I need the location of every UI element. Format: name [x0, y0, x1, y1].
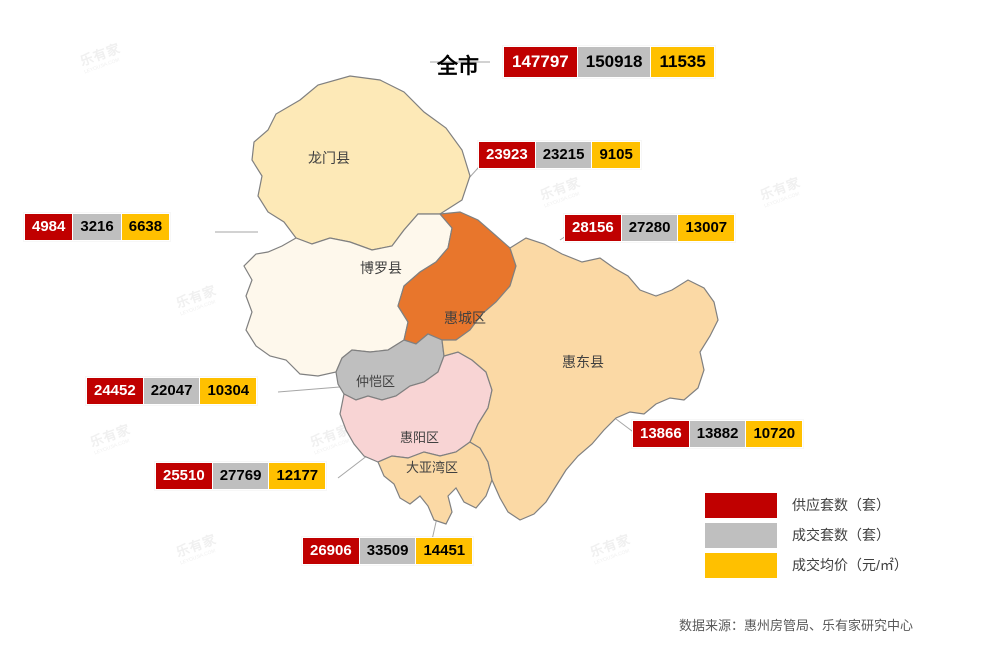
- deal-value: 27280: [621, 215, 679, 241]
- value-tag-zhongkai[interactable]: 24452 22047 10304: [86, 377, 258, 405]
- legend-label-price: 成交均价（元/㎡）: [792, 557, 908, 573]
- region-dayawan[interactable]: [377, 441, 493, 525]
- supply-value: 25510: [156, 463, 213, 489]
- deal-value: 33509: [359, 538, 417, 564]
- deal-value: 13882: [689, 421, 747, 447]
- region-label-zhongkai: 仲恺区: [356, 374, 396, 389]
- region-label-huiyang: 惠阳区: [400, 430, 440, 445]
- region-label-dayawan: 大亚湾区: [406, 460, 459, 475]
- deal-value: 3216: [73, 214, 122, 240]
- price-value: 6638: [121, 214, 170, 240]
- legend-swatch-supply: [704, 491, 778, 519]
- deal-value: 150918: [577, 47, 652, 77]
- supply-value: 24452: [87, 378, 144, 404]
- deal-value: 22047: [143, 378, 201, 404]
- supply-value: 4984: [25, 214, 74, 240]
- legend-swatch-price: [704, 551, 778, 579]
- value-tag-longmen[interactable]: 4984 3216 6638: [24, 213, 171, 241]
- value-tag-boluo[interactable]: 23923 23215 9105: [478, 141, 641, 169]
- supply-value: 23923: [479, 142, 536, 168]
- region-label-huicheng: 惠城区: [444, 310, 486, 326]
- region-label-boluo: 博罗县: [360, 260, 402, 276]
- price-value: 11535: [651, 47, 714, 77]
- legend-item-price: 成交均价（元/㎡）: [704, 551, 908, 579]
- page-title: 全市: [437, 55, 479, 78]
- legend-swatch-deal: [704, 521, 778, 549]
- value-tag-city[interactable]: 147797 150918 11535: [503, 46, 715, 78]
- price-value: 9105: [592, 142, 640, 168]
- legend-item-deal: 成交套数（套）: [704, 521, 908, 549]
- deal-value: 27769: [212, 463, 270, 489]
- value-tag-dayawan[interactable]: 26906 33509 14451: [302, 537, 474, 565]
- value-tag-huiyang[interactable]: 25510 27769 12177: [155, 462, 327, 490]
- source-note: 数据来源：惠州房管局、乐有家研究中心: [678, 618, 913, 633]
- legend: 供应套数（套） 成交套数（套） 成交均价（元/㎡）: [704, 491, 908, 582]
- supply-value: 26906: [303, 538, 360, 564]
- price-value: 10720: [746, 421, 803, 447]
- price-value: 10304: [200, 378, 257, 404]
- legend-label-deal: 成交套数（套）: [792, 527, 890, 543]
- value-tag-huidong[interactable]: 13866 13882 10720: [632, 420, 804, 448]
- region-label-huidong: 惠东县: [562, 354, 604, 370]
- region-huidong[interactable]: [441, 237, 719, 521]
- value-tag-huicheng[interactable]: 28156 27280 13007: [564, 214, 736, 242]
- legend-item-supply: 供应套数（套）: [704, 491, 908, 519]
- supply-value: 13866: [633, 421, 690, 447]
- price-value: 14451: [416, 538, 473, 564]
- legend-label-supply: 供应套数（套）: [792, 497, 890, 513]
- supply-value: 147797: [504, 47, 578, 77]
- supply-value: 28156: [565, 215, 622, 241]
- price-value: 13007: [678, 215, 735, 241]
- price-value: 12177: [269, 463, 326, 489]
- region-label-longmen: 龙门县: [308, 150, 350, 166]
- deal-value: 23215: [535, 142, 593, 168]
